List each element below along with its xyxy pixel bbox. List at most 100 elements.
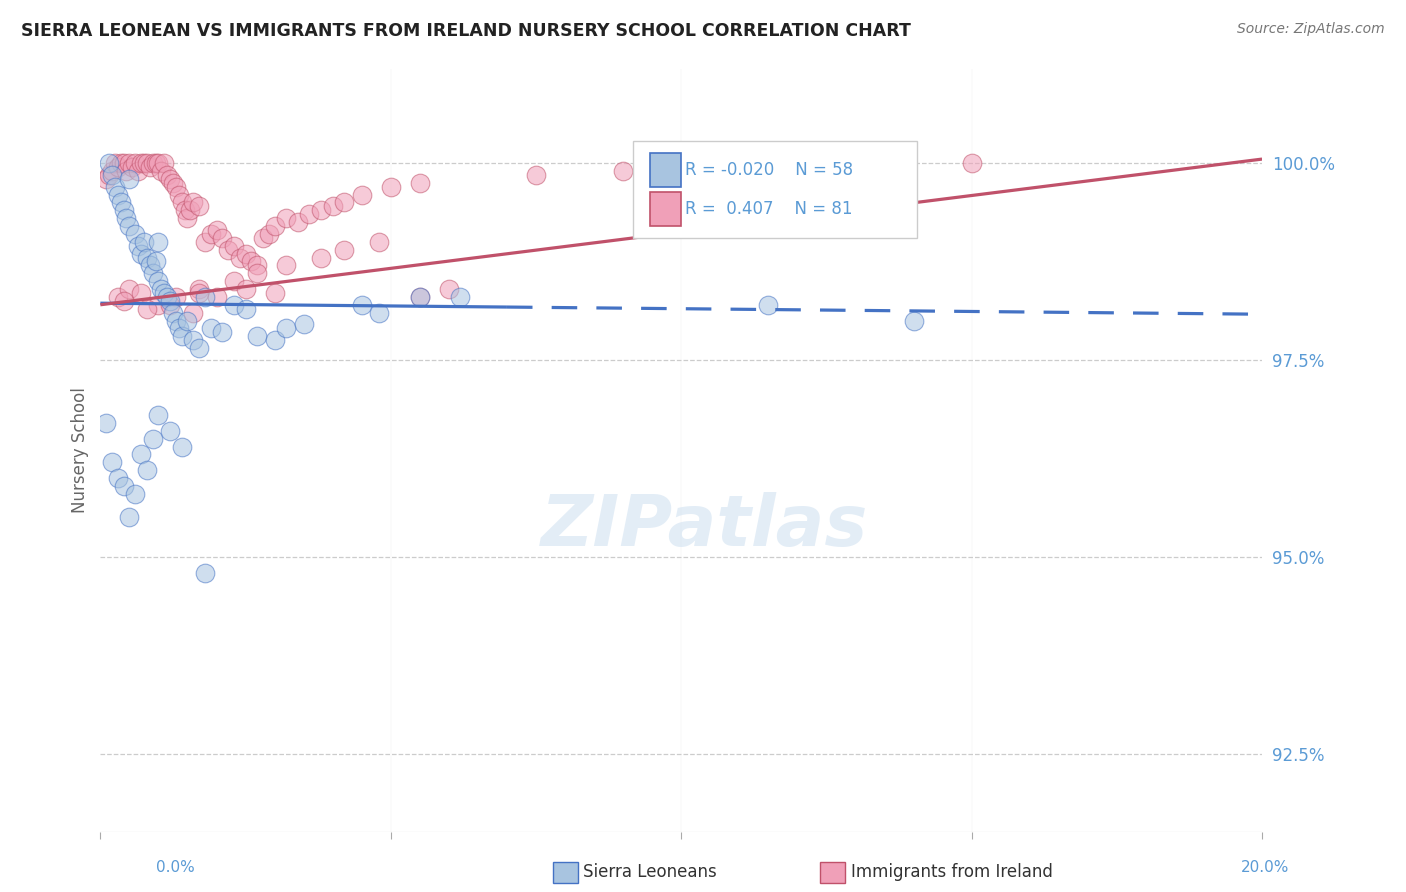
Point [263, 219, 285, 233]
Text: Source: ZipAtlas.com: Source: ZipAtlas.com [1237, 22, 1385, 37]
Point [112, 479, 135, 493]
Point [240, 254, 263, 268]
Point [170, 440, 193, 454]
Point [368, 235, 391, 249]
Point [350, 298, 373, 312]
Point [246, 259, 269, 273]
Point [179, 203, 201, 218]
Point [188, 285, 211, 300]
Point [129, 246, 152, 260]
Text: Sierra Leoneans: Sierra Leoneans [583, 863, 717, 881]
Point [756, 298, 779, 312]
Point [101, 164, 124, 178]
Point [257, 227, 280, 241]
Point [235, 282, 257, 296]
Point [181, 195, 204, 210]
Point [118, 156, 141, 170]
Point [263, 285, 285, 300]
Point [205, 223, 228, 237]
Point [222, 274, 245, 288]
Point [292, 318, 315, 332]
Point [112, 293, 135, 308]
Point [148, 156, 170, 170]
Point [156, 290, 179, 304]
Point [135, 251, 157, 265]
Point [368, 306, 391, 320]
Point [235, 301, 257, 316]
Text: 0.0%: 0.0% [156, 860, 195, 874]
Point [107, 290, 129, 304]
Point [142, 266, 165, 280]
Point [728, 160, 751, 174]
Point [132, 156, 155, 170]
Point [276, 211, 298, 226]
Point [115, 211, 138, 226]
Point [246, 329, 269, 343]
Point [148, 274, 170, 288]
Point [118, 171, 141, 186]
Point [194, 290, 217, 304]
Point [150, 282, 173, 296]
Point [96, 416, 118, 430]
Y-axis label: Nursery School: Nursery School [72, 387, 89, 514]
Point [211, 231, 233, 245]
Point [96, 171, 118, 186]
Text: R = -0.020    N = 58: R = -0.020 N = 58 [685, 161, 853, 178]
Point [112, 203, 135, 218]
Point [170, 195, 193, 210]
Point [107, 160, 129, 174]
Point [148, 298, 170, 312]
Point [101, 168, 124, 182]
Point [135, 463, 157, 477]
Point [153, 156, 176, 170]
Point [159, 298, 181, 312]
Text: R =  0.407    N = 81: R = 0.407 N = 81 [685, 200, 853, 219]
Point [276, 321, 298, 335]
Point [145, 254, 167, 268]
Point [322, 199, 344, 213]
Point [165, 179, 187, 194]
Point [101, 455, 124, 469]
Point [159, 424, 181, 438]
Point [309, 251, 332, 265]
Point [98, 156, 121, 170]
Point [110, 156, 132, 170]
Point [188, 282, 211, 296]
Point [200, 227, 222, 241]
Point [409, 290, 432, 304]
Point [450, 290, 472, 304]
Point [115, 164, 138, 178]
Point [167, 187, 190, 202]
Point [142, 156, 165, 170]
Point [148, 408, 170, 422]
Point [222, 238, 245, 252]
Point [350, 187, 373, 202]
Text: ZIPatlas: ZIPatlas [541, 492, 868, 561]
Point [524, 168, 547, 182]
Point [150, 164, 173, 178]
Point [173, 203, 195, 218]
Point [135, 156, 157, 170]
Point [205, 290, 228, 304]
Point [612, 164, 634, 178]
Point [162, 306, 184, 320]
Point [194, 566, 217, 580]
Point [235, 246, 257, 260]
Point [409, 290, 432, 304]
Point [138, 259, 160, 273]
Point [229, 251, 252, 265]
Point [129, 447, 152, 461]
Point [124, 156, 146, 170]
Point [287, 215, 309, 229]
Point [200, 321, 222, 335]
Point [252, 231, 274, 245]
Point [167, 321, 190, 335]
Point [118, 219, 141, 233]
Point [176, 313, 198, 327]
Text: SIERRA LEONEAN VS IMMIGRANTS FROM IRELAND NURSERY SCHOOL CORRELATION CHART: SIERRA LEONEAN VS IMMIGRANTS FROM IRELAN… [21, 22, 911, 40]
Point [159, 171, 181, 186]
Point [194, 235, 217, 249]
Point [110, 195, 132, 210]
Point [246, 266, 269, 280]
Point [217, 243, 239, 257]
